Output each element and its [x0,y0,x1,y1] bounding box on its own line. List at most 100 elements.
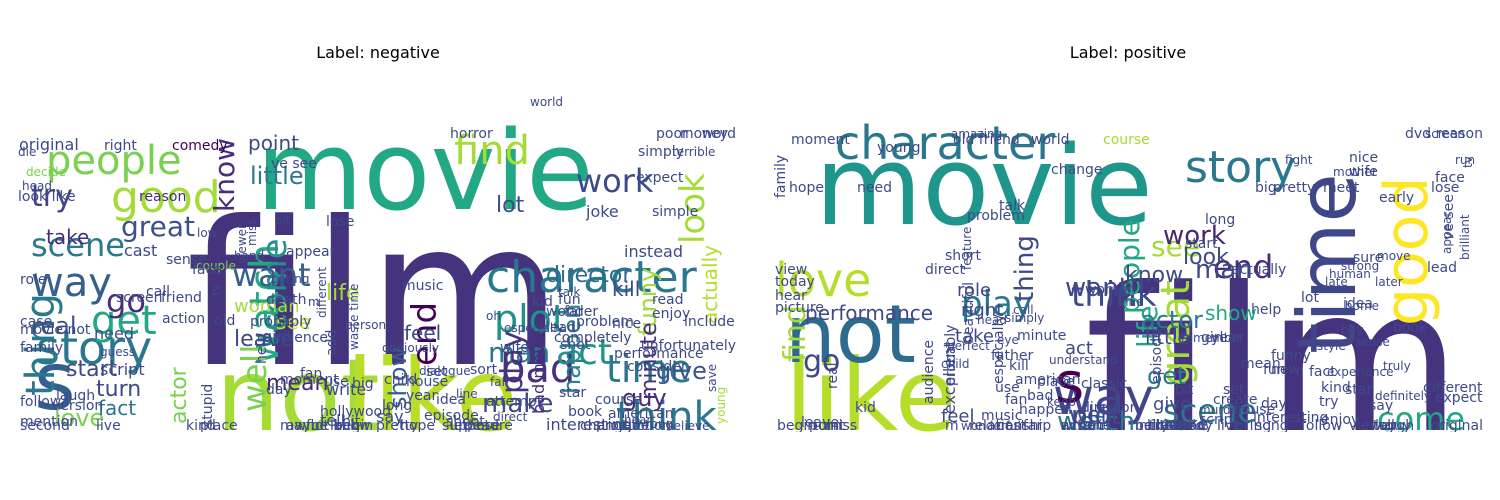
word-ve-see: ve see [1441,194,1457,240]
word-little: little [250,162,304,190]
word-write: write [1061,418,1096,432]
word-thing: thing [18,293,64,396]
word-director: director [546,263,632,288]
word-live: live [1217,418,1242,432]
word-instead: instead [624,242,683,261]
word-story: story [36,321,152,375]
word-star: star [1345,382,1372,398]
word-old: old [214,313,235,329]
word-idea: idea [1343,296,1373,312]
word-begin: begin [334,418,373,432]
word-leave: leave [801,415,839,431]
word-house: house [1233,402,1275,418]
word-think: think [1071,275,1157,315]
word-horror: horror [450,126,493,142]
word-viewer: viewer [1349,418,1396,432]
word-death: death [266,292,306,308]
word-movie: movie [256,107,594,235]
word-action: action [162,311,205,327]
word-look-like: look like [18,189,76,205]
word-wrong: wrong [636,417,673,431]
word-run: run [1455,153,1475,167]
word-work: work [1163,221,1226,251]
word-man: man [488,336,550,369]
word-cast: cast [997,418,1027,432]
word-use: use [995,380,1020,396]
word-point: point [248,131,299,155]
word-give: give [656,357,707,385]
word-mention: mention [20,414,78,430]
word-reason: reason [1436,126,1483,142]
word-great: great [121,210,195,243]
word-original: original [19,135,79,154]
word-perfect: perfect [947,339,990,353]
word-long: long [1205,212,1235,228]
word-character: character [486,252,698,303]
word-hand: hand [234,249,264,263]
word-change: change [580,418,632,432]
word-actor: actor [167,366,192,424]
word-terrible: terrible [672,145,715,159]
word-help: help [1251,302,1281,318]
word-audience: audience [921,340,937,404]
word-wonder: wonder [546,304,598,320]
word-end: end [405,302,445,366]
word-episode: episode [424,408,479,424]
word-world: world [1031,132,1070,148]
word-find: find [778,305,813,362]
word-story: story [1185,142,1296,193]
word-fact: fact [98,396,136,420]
word-feel: feel [404,321,441,345]
word-reason: reason [139,189,186,205]
word-lead: lead [1427,260,1457,276]
word-probably: probably [943,325,959,386]
word-see: see [276,310,311,334]
word-different: different [315,267,329,318]
word-try: try [1319,394,1339,410]
word-expect: expect [636,170,684,186]
word-look: look [1183,245,1229,270]
word-girl: girl [1201,330,1223,346]
word-understand: understand [1049,353,1118,367]
word-face: face [192,262,222,278]
word-simple: simple [652,204,698,220]
word-change: change [1051,162,1103,178]
word-m: m [308,295,320,309]
word-well: well [235,344,275,412]
word-father: father [991,348,1033,364]
word-write: write [326,380,366,399]
word-place: place [1037,374,1075,390]
word-kill: kill [612,277,640,301]
word-course: course [595,392,642,408]
word-people: people [1113,219,1146,314]
word-hear: hear [775,288,807,304]
word-begin: begin [777,418,816,432]
word-low: low [197,226,218,240]
word-episode: episode [1149,329,1165,384]
word-right: right [961,300,1003,321]
word-mother: mother [1333,165,1377,179]
word-role: role [20,272,47,288]
word-fight: fight [1285,153,1313,167]
word-production: production [596,418,671,432]
word-funny: funny [634,268,662,336]
word-place: place [200,418,238,432]
word-watch: watch [1057,407,1135,432]
word-fact: fact [1309,364,1336,380]
word-die: die [18,145,36,159]
word-maybe: maybe [280,418,328,432]
word-set: set [1223,382,1245,398]
word-lose: lose [1431,180,1459,196]
word-script: script [1199,412,1239,428]
word-life: life [1131,305,1164,348]
word-picture: picture [775,300,824,316]
word-person: person [345,318,386,332]
word-different: different [1423,380,1483,396]
word-joke: joke [585,202,619,221]
word-actually: actually [698,245,722,324]
word-far: far [564,304,584,320]
word-classic: classic [1081,376,1127,392]
word-audience: audience [264,330,328,346]
word-turn: turn [813,418,842,432]
word-family: family [773,155,789,198]
